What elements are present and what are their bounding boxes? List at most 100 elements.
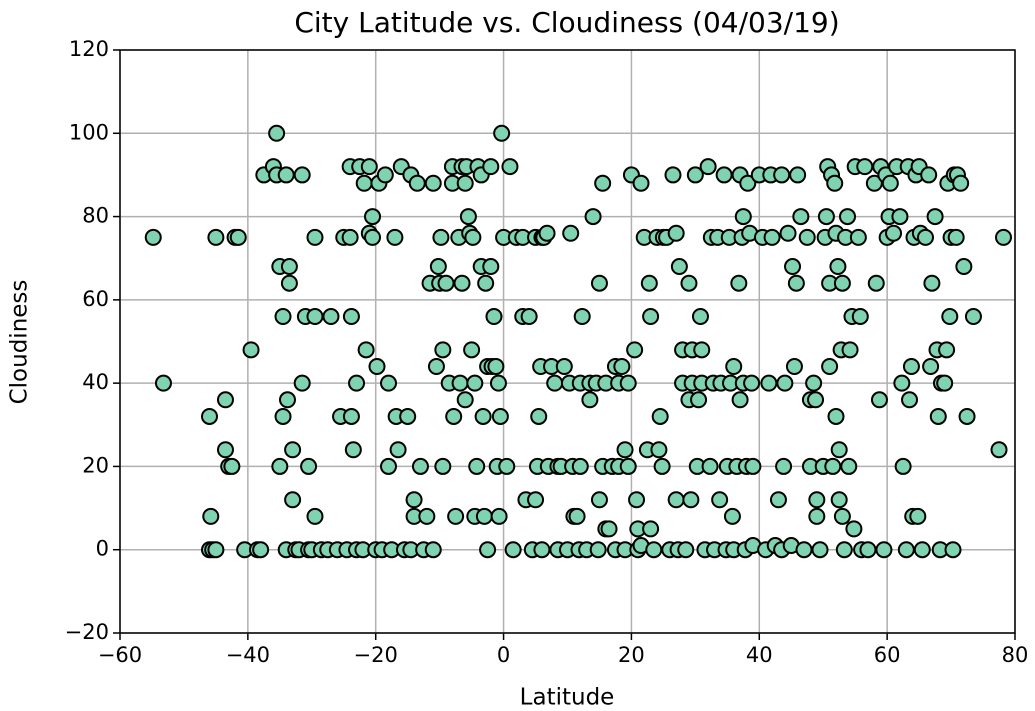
point — [389, 441, 407, 459]
point — [923, 274, 941, 292]
x-tick-label: 60 — [874, 643, 901, 667]
point — [360, 158, 378, 176]
x-tick-label: 0 — [497, 643, 510, 667]
x-tick-label: 80 — [1002, 643, 1029, 667]
point — [824, 457, 842, 475]
point — [909, 507, 927, 525]
point — [734, 208, 752, 226]
point — [667, 224, 685, 242]
point — [344, 441, 362, 459]
point — [293, 374, 311, 392]
point — [562, 224, 580, 242]
point — [368, 357, 386, 375]
point — [773, 166, 791, 184]
point — [376, 166, 394, 184]
point — [626, 341, 644, 359]
point — [875, 541, 893, 559]
point — [429, 258, 447, 276]
point — [642, 520, 660, 538]
point — [650, 441, 668, 459]
point — [616, 441, 634, 459]
point — [808, 491, 826, 509]
point — [701, 457, 719, 475]
point — [437, 274, 455, 292]
x-tick-label: 20 — [618, 643, 645, 667]
point — [651, 407, 669, 425]
point — [653, 457, 671, 475]
point — [357, 341, 375, 359]
point — [725, 357, 743, 375]
point — [723, 507, 741, 525]
point — [464, 228, 482, 246]
point — [475, 507, 493, 525]
point — [207, 541, 225, 559]
point — [584, 208, 602, 226]
point — [364, 228, 382, 246]
point — [642, 308, 660, 326]
x-tick-label: −40 — [226, 643, 270, 667]
point — [284, 441, 302, 459]
point — [280, 258, 298, 276]
point — [640, 274, 658, 292]
point — [628, 491, 646, 509]
point — [667, 491, 685, 509]
point — [306, 507, 324, 525]
point — [348, 374, 366, 392]
point — [964, 308, 982, 326]
point — [491, 407, 509, 425]
point — [808, 507, 826, 525]
point — [342, 407, 360, 425]
point — [487, 357, 505, 375]
point — [922, 357, 940, 375]
point — [424, 174, 442, 192]
chart-title: City Latitude vs. Cloudiness (04/03/19) — [294, 6, 839, 39]
point — [589, 541, 607, 559]
point — [730, 274, 748, 292]
point — [386, 228, 404, 246]
point — [434, 457, 452, 475]
point — [456, 174, 474, 192]
point — [693, 341, 711, 359]
point — [613, 357, 631, 375]
point — [485, 308, 503, 326]
point — [355, 174, 373, 192]
point — [902, 357, 920, 375]
point — [913, 541, 931, 559]
point — [538, 224, 556, 242]
point — [929, 407, 947, 425]
y-tick-label: 20 — [82, 453, 109, 477]
point — [447, 507, 465, 525]
point — [805, 374, 823, 392]
x-tick-label: −60 — [98, 643, 142, 667]
point — [277, 166, 295, 184]
y-tick-label: 0 — [96, 537, 109, 561]
point — [293, 166, 311, 184]
y-tick-label: 40 — [82, 370, 109, 394]
point — [202, 507, 220, 525]
point — [501, 158, 519, 176]
point — [686, 166, 704, 184]
point — [682, 491, 700, 509]
point — [845, 520, 863, 538]
point — [645, 541, 663, 559]
x-axis-label: Latitude — [520, 685, 615, 711]
point — [841, 341, 859, 359]
point — [274, 308, 292, 326]
point — [833, 274, 851, 292]
point — [856, 158, 874, 176]
point — [776, 374, 794, 392]
point — [144, 228, 162, 246]
point — [817, 208, 835, 226]
point — [546, 374, 564, 392]
point — [411, 457, 429, 475]
point — [474, 407, 492, 425]
point — [881, 174, 899, 192]
point — [715, 166, 733, 184]
point — [364, 208, 382, 226]
point — [380, 374, 397, 392]
point — [952, 174, 970, 192]
point — [493, 124, 511, 142]
point — [827, 407, 845, 425]
point — [489, 374, 507, 392]
point — [445, 407, 463, 425]
